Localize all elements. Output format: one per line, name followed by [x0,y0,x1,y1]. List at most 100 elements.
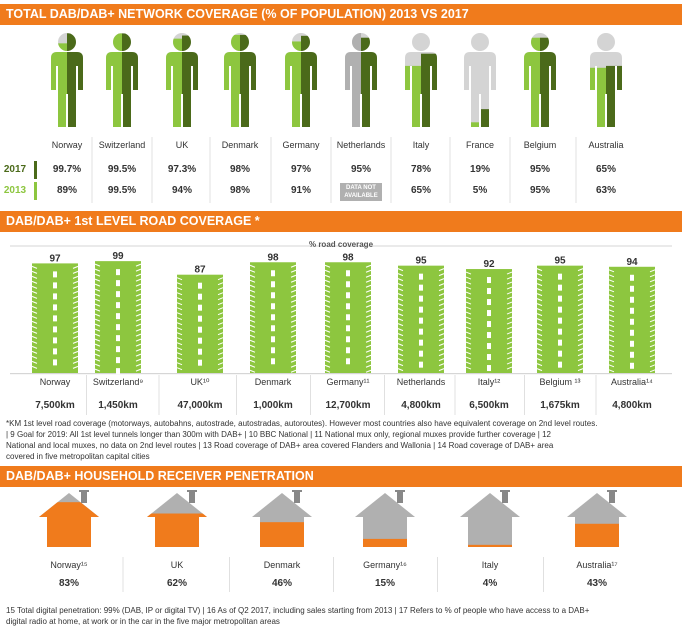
road-tread [577,273,584,277]
road-center-dash [419,328,423,335]
road-tread [135,353,142,357]
coverage-2017-fill [301,35,317,127]
road-tread [536,368,543,372]
road-tread [31,280,38,284]
road-tread [649,279,656,283]
road-tread [506,341,513,345]
road-tread [72,265,79,269]
road-tread [465,351,472,355]
road-center-dash [558,339,562,346]
value-2017: 99.5% [107,164,137,175]
house-australia [567,493,627,547]
road-center-dash [198,304,202,311]
road-coverage-footnotes: *KM 1st level road coverage (motorways, … [6,418,680,462]
road-center-dash [487,277,491,284]
road-tread [135,338,142,342]
road-center-dash [116,324,120,331]
house-chimney [294,491,300,503]
road-tread [506,356,513,360]
road-center-dash [116,280,120,287]
road-tread [94,273,101,277]
road-tread [324,314,331,318]
road-tread [94,303,101,307]
coverage-2013-fill [285,41,301,127]
road-tread [94,293,101,297]
road-tread [135,328,142,332]
road-tread [438,303,445,307]
road-tread [608,344,615,348]
year-label-2017: 2017 [3,164,27,175]
road-tread [608,284,615,288]
road-tread [217,337,224,341]
road-tread [365,334,372,338]
road-tread [608,294,615,298]
road-tread [290,349,297,353]
road-center-dash [346,292,350,299]
road-tread [438,268,445,272]
road-tread [135,343,142,347]
road-tread [536,293,543,297]
road-tread [94,338,101,342]
road-tread [290,364,297,368]
house-value-label: 15% [374,578,395,589]
road-tread [365,269,372,273]
road-tread [94,358,101,362]
road-tread [249,354,256,358]
road-tread [506,301,513,305]
road-tread [506,286,513,290]
road-center-dash [419,284,423,291]
road-tread [649,314,656,318]
road-tread [72,315,79,319]
road-tread [438,363,445,367]
road-tread [324,309,331,313]
road-tread [31,325,38,329]
road-tread [365,319,372,323]
road-tread [397,298,404,302]
country-label: Denmark [221,140,259,150]
road-tread [577,328,584,332]
footnote-line: National and local muxes, no data on 2nd… [6,441,554,450]
road-tread [397,368,404,372]
house-chimney [189,491,195,503]
road-center-dash [271,314,275,321]
road-tread [217,297,224,301]
house-norway [39,493,99,547]
road-tread [94,313,101,317]
road-frame-bottom [10,373,672,375]
road-center-dash [419,339,423,346]
road-tread [365,344,372,348]
road-tread [465,276,472,280]
house-penetration-fill [355,538,415,547]
house-value-label: 83% [58,578,79,589]
road-tread [397,338,404,342]
road-tread [135,283,142,287]
road-tread [506,321,513,325]
road-tread [135,348,142,352]
road-center-dash [116,346,120,353]
road-value-label: 98 [267,252,279,263]
road-tread [94,308,101,312]
road-tread [94,298,101,302]
value-2013: 95% [529,185,550,196]
road-tread [608,279,615,283]
road-tread [577,303,584,307]
house-country-label: Denmark [263,560,301,570]
value-2017: 19% [469,164,490,175]
road-tread [365,289,372,293]
road-center-dash [271,292,275,299]
road-tread [536,343,543,347]
road-tread [72,285,79,289]
road-value-label: 92 [483,259,495,270]
road-tread [608,324,615,328]
house-penetration-fill [460,544,520,547]
road-center-dash [198,359,202,366]
coverage-2017-fill [480,109,496,127]
road-center-dash [116,357,120,364]
house-chimney [502,491,508,503]
road-center-dash [487,321,491,328]
value-2017: 65% [595,164,616,175]
road-tread [465,326,472,330]
road-tread [365,304,372,308]
footnote-line: digital radio at home, at work or in the… [6,617,280,626]
road-tread [608,309,615,313]
